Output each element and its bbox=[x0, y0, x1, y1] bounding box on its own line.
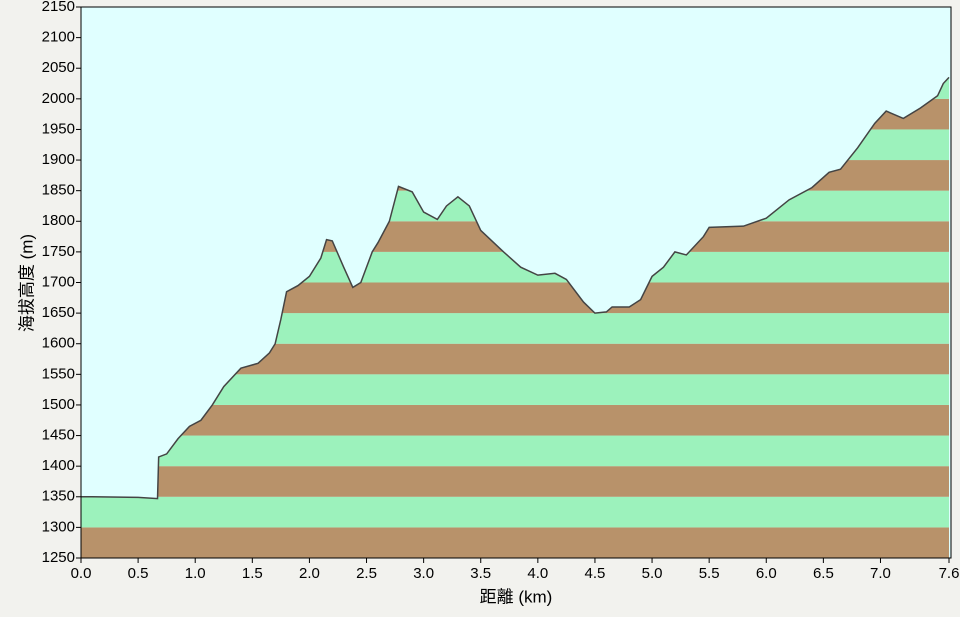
y-tick-label: 1650 bbox=[42, 304, 75, 321]
y-tick-label: 1350 bbox=[42, 488, 75, 505]
x-tick-label: 6.5 bbox=[813, 565, 834, 582]
x-tick-label: 2.5 bbox=[356, 565, 377, 582]
x-tick-label: 7.6 bbox=[939, 565, 960, 582]
elevation-band bbox=[81, 496, 949, 528]
x-tick-label: 5.5 bbox=[699, 565, 720, 582]
x-tick-label: 7.0 bbox=[870, 565, 891, 582]
x-axis-label: 距離 (km) bbox=[480, 587, 553, 606]
x-tick-label: 4.5 bbox=[585, 565, 606, 582]
x-tick-label: 1.5 bbox=[242, 565, 263, 582]
y-tick-label: 1850 bbox=[42, 182, 75, 199]
y-tick-label: 1900 bbox=[42, 151, 75, 168]
x-tick-label: 0.0 bbox=[71, 565, 92, 582]
y-tick-label: 1300 bbox=[42, 518, 75, 535]
y-tick-label: 1500 bbox=[42, 396, 75, 413]
y-tick-label: 1800 bbox=[42, 212, 75, 229]
x-tick-label: 3.5 bbox=[470, 565, 491, 582]
x-tick-label: 3.0 bbox=[413, 565, 434, 582]
x-tick-label: 4.0 bbox=[527, 565, 548, 582]
y-tick-label: 1750 bbox=[42, 243, 75, 260]
y-tick-label: 1700 bbox=[42, 273, 75, 290]
x-tick-label: 0.5 bbox=[128, 565, 149, 582]
y-tick-label: 2100 bbox=[42, 29, 75, 46]
y-axis-label: 海拔高度 (m) bbox=[17, 234, 36, 332]
x-tick-label: 5.0 bbox=[642, 565, 663, 582]
y-tick-label: 2150 bbox=[42, 0, 75, 15]
x-tick-label: 6.0 bbox=[756, 565, 777, 582]
y-tick-label: 1600 bbox=[42, 335, 75, 352]
y-tick-label: 1250 bbox=[42, 549, 75, 566]
y-tick-label: 1400 bbox=[42, 457, 75, 474]
elevation-band bbox=[81, 466, 949, 497]
y-tick-label: 1450 bbox=[42, 427, 75, 444]
elevation-band bbox=[81, 404, 949, 436]
y-tick-label: 1550 bbox=[42, 365, 75, 382]
y-tick-label: 2000 bbox=[42, 90, 75, 107]
y-tick-label: 1950 bbox=[42, 120, 75, 137]
y-tick-label: 2050 bbox=[42, 59, 75, 76]
x-tick-label: 2.0 bbox=[299, 565, 320, 582]
x-tick-label: 1.0 bbox=[185, 565, 206, 582]
profile-line bbox=[81, 76, 950, 500]
elevation-band bbox=[81, 435, 949, 467]
elevation-band bbox=[81, 527, 949, 558]
